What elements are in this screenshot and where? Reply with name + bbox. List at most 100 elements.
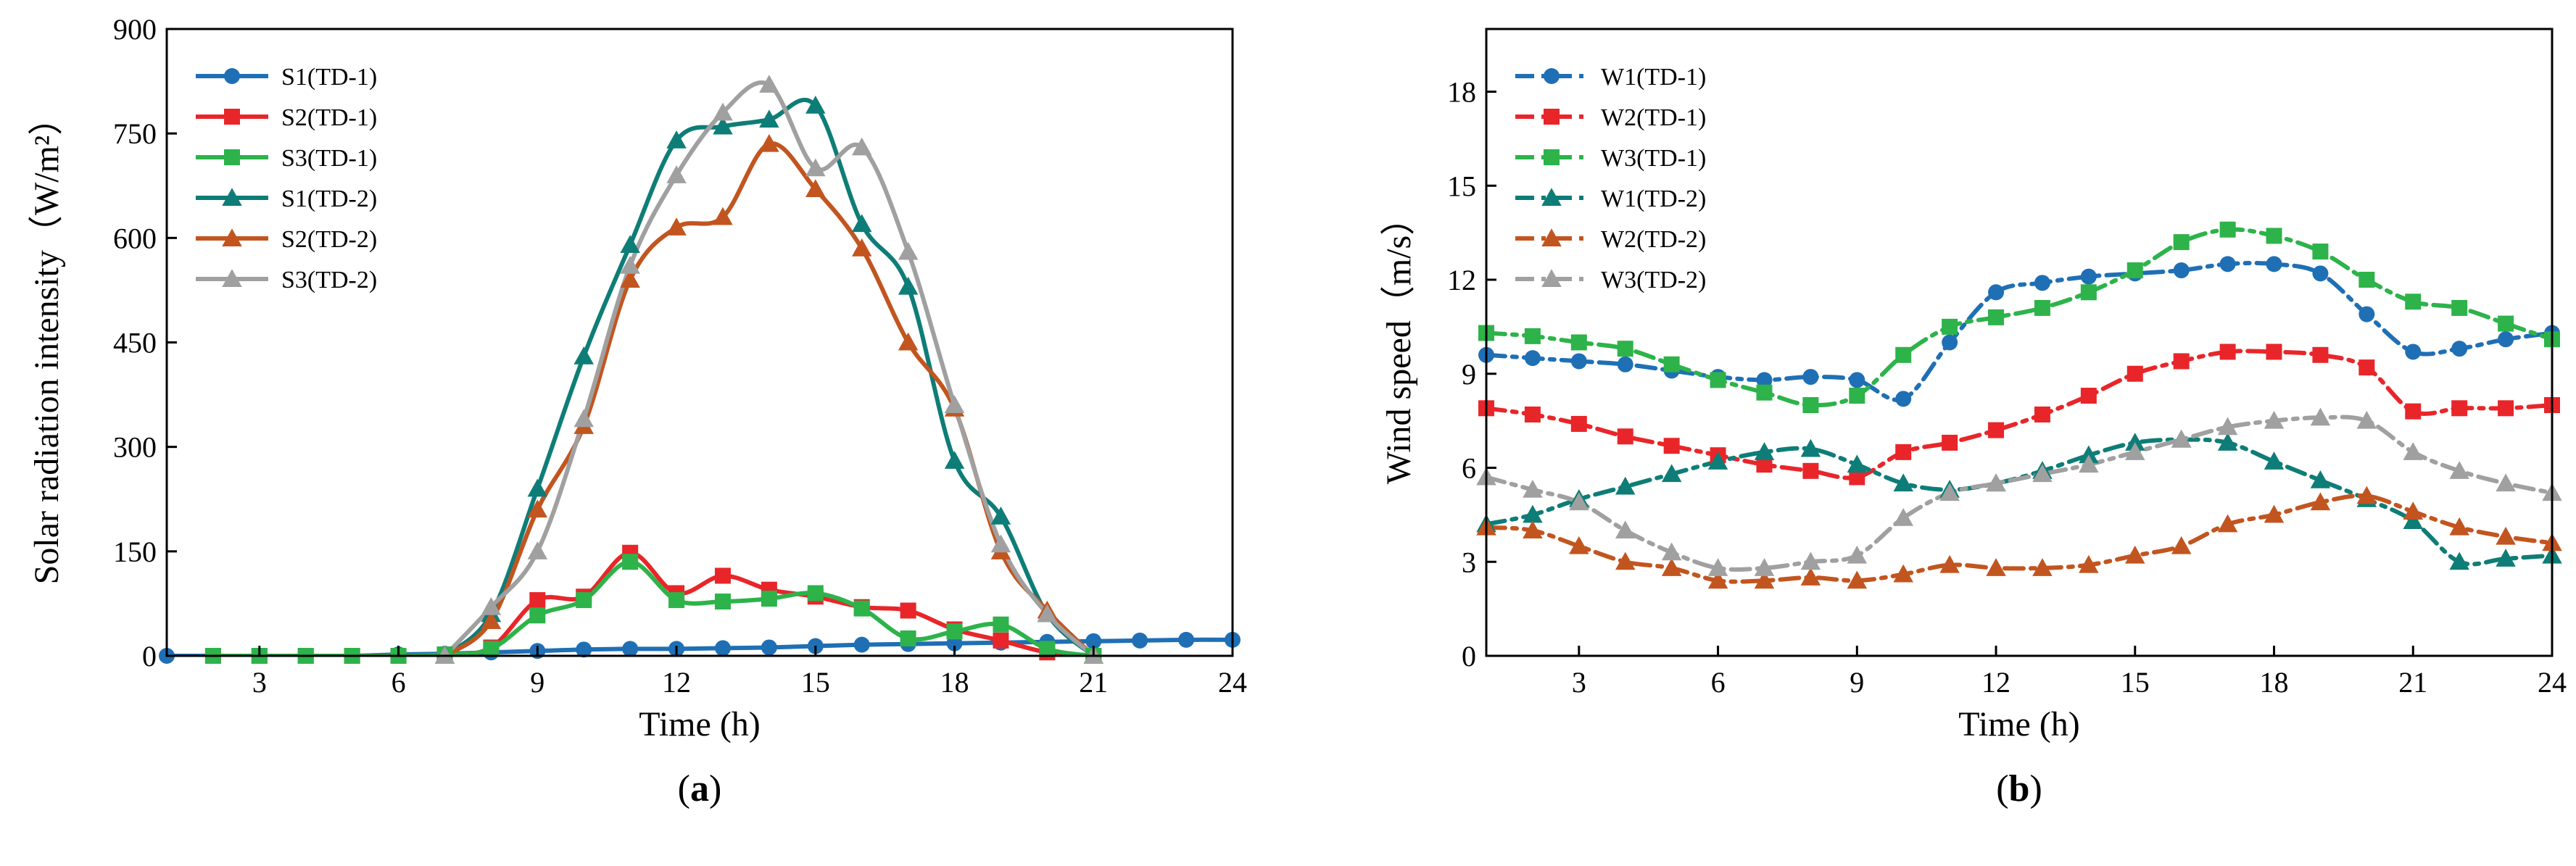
data-point-w1-td-2 <box>1847 454 1868 473</box>
data-point-w1-td-2 <box>2264 451 2285 470</box>
data-point-w1-td-2 <box>1523 504 1543 523</box>
data-point-w1-td-2 <box>2217 433 2238 451</box>
data-point-w3-td-2 <box>2171 429 2192 448</box>
y-axis-ticks-b: 0 3 6 9 12 15 18 <box>1447 76 1496 673</box>
legend-marker-s1-td-2 <box>222 188 242 206</box>
data-point-s3-td-1 <box>529 607 546 624</box>
panel-label-b-open: ( <box>1996 768 2008 809</box>
data-point-w3-td-1 <box>2080 284 2097 301</box>
data-point-w2-td-1 <box>1988 422 2005 438</box>
legend-marker-w2-td-2 <box>1541 228 1562 246</box>
data-point-s2-td-2 <box>666 217 687 236</box>
data-point-w1-td-1 <box>2219 256 2236 272</box>
panel-label-a-open: ( <box>678 768 690 809</box>
data-point-w3-td-2 <box>1800 551 1821 570</box>
legend-marker-w1-td-1 <box>1544 68 1560 84</box>
data-point-w3-td-2 <box>2125 442 2145 460</box>
legend-label-s1-td-1: S1(TD-1) <box>281 64 377 91</box>
data-point-w1-td-1 <box>1895 391 1912 407</box>
x-tick-label: 18 <box>2260 666 2289 699</box>
data-point-w1-td-2 <box>2449 551 2469 570</box>
data-point-w3-td-1 <box>1802 397 1819 413</box>
legend-marker-s3-td-2 <box>222 269 242 287</box>
data-point-s3-td-2 <box>759 75 779 93</box>
panel-label-b-close: ) <box>2029 768 2042 809</box>
x-tick-label: 12 <box>662 666 691 699</box>
y-tick-label: 3 <box>1462 546 1476 578</box>
data-point-s3-td-2 <box>666 165 687 183</box>
y-tick-label: 900 <box>113 13 157 46</box>
data-point-w2-td-2 <box>1569 536 1589 554</box>
data-point-s3-td-2 <box>527 541 548 559</box>
data-point-s3-td-2 <box>944 395 965 413</box>
data-point-w2-td-2 <box>1615 551 1636 570</box>
data-point-w2-td-1 <box>2126 365 2143 382</box>
legend-label-s3-td-1: S3(TD-1) <box>281 145 377 172</box>
data-point-s3-td-1 <box>993 616 1009 633</box>
data-point-s3-td-1 <box>1039 641 1056 657</box>
data-point-w2-td-1 <box>2312 346 2329 363</box>
data-point-w1-td-1 <box>2034 275 2050 291</box>
data-point-w2-td-1 <box>1756 457 1773 473</box>
data-point-s1-td-2 <box>666 130 687 149</box>
data-point-w1-td-2 <box>1893 473 1913 492</box>
data-point-s2-td-1 <box>529 592 546 609</box>
data-point-w1-td-1 <box>2266 256 2282 272</box>
data-point-s2-td-2 <box>851 238 872 257</box>
data-point-w1-td-2 <box>2079 445 2099 464</box>
x-axis-ticks-a: 3 6 9 12 15 18 21 24 <box>252 646 1247 699</box>
data-point-w2-td-1 <box>2034 406 2050 422</box>
data-point-w1-td-1 <box>1570 353 1587 370</box>
legend-marker-w3-td-2 <box>1541 269 1562 287</box>
legend-marker-w1-td-2 <box>1541 188 1562 206</box>
data-point-s3-td-1 <box>576 592 592 609</box>
legend-label-s2-td-1: S2(TD-1) <box>281 104 377 131</box>
chart-panel-a: 3 6 9 12 15 18 21 24 0 150 300 450 600 750 900 Time (… <box>28 13 1247 809</box>
data-point-s3-td-2 <box>573 409 594 428</box>
data-point-s2-td-2 <box>898 332 919 351</box>
data-point-w2-td-1 <box>2266 344 2282 360</box>
data-point-w2-td-2 <box>1986 558 2006 576</box>
data-point-s1-td-2 <box>990 507 1011 525</box>
data-point-w3-td-2 <box>2032 464 2053 483</box>
data-point-w1-td-1 <box>2080 268 2097 285</box>
x-tick-label: 24 <box>1218 666 1247 699</box>
data-point-s1-td-2 <box>851 214 872 233</box>
data-point-w2-td-2 <box>2356 486 2377 504</box>
data-point-w2-td-2 <box>2217 514 2238 533</box>
x-tick-label: 3 <box>1572 666 1586 699</box>
data-point-w2-td-1 <box>1663 438 1680 454</box>
legend-a: S1(TD-1) S2(TD-1) S3(TD-1) S1(TD-2) S2(TD-2)… <box>196 64 377 293</box>
panel-label-a: (a) <box>678 768 722 809</box>
data-point-w3-td-1 <box>1524 328 1541 344</box>
data-point-w1-td-2 <box>1661 464 1682 483</box>
data-point-s3-td-1 <box>853 600 870 617</box>
data-point-s3-td-1 <box>946 623 963 640</box>
data-point-s1-td-2 <box>527 478 548 497</box>
data-point-w1-td-1 <box>2358 306 2375 322</box>
y-tick-label: 18 <box>1447 76 1476 109</box>
data-point-w3-td-2 <box>1661 542 1682 561</box>
data-point-w2-td-2 <box>1847 570 1868 589</box>
data-point-s2-td-1 <box>714 567 731 584</box>
x-tick-label: 24 <box>2538 666 2567 699</box>
data-point-w3-td-2 <box>2356 410 2377 429</box>
data-point-s3-td-1 <box>761 591 777 607</box>
chart-panel-b: 3 6 9 12 15 18 21 24 0 3 6 9 12 15 18 Time (h) Wind s… <box>1380 28 2567 809</box>
x-tick-label: 6 <box>392 666 406 699</box>
data-point-w2-td-2 <box>1523 520 1543 538</box>
data-point-s1-td-1 <box>1178 631 1195 648</box>
data-point-s1-td-2 <box>805 95 826 114</box>
data-point-w2-td-1 <box>2219 344 2236 360</box>
x-tick-label: 15 <box>2121 666 2150 699</box>
data-point-s3-td-2 <box>851 137 872 156</box>
data-point-w1-td-1 <box>1617 356 1633 372</box>
data-point-w1-td-1 <box>2498 331 2514 348</box>
data-point-w2-td-1 <box>2173 353 2190 370</box>
y-tick-label: 0 <box>142 640 157 673</box>
data-point-w3-td-1 <box>1895 346 1912 363</box>
plot-frame-b <box>1485 28 2554 657</box>
legend-label-w2-td-1: W2(TD-1) <box>1601 104 1706 131</box>
data-point-w3-td-2 <box>2079 454 2099 473</box>
legend-marker-w3-td-1 <box>1544 149 1560 165</box>
